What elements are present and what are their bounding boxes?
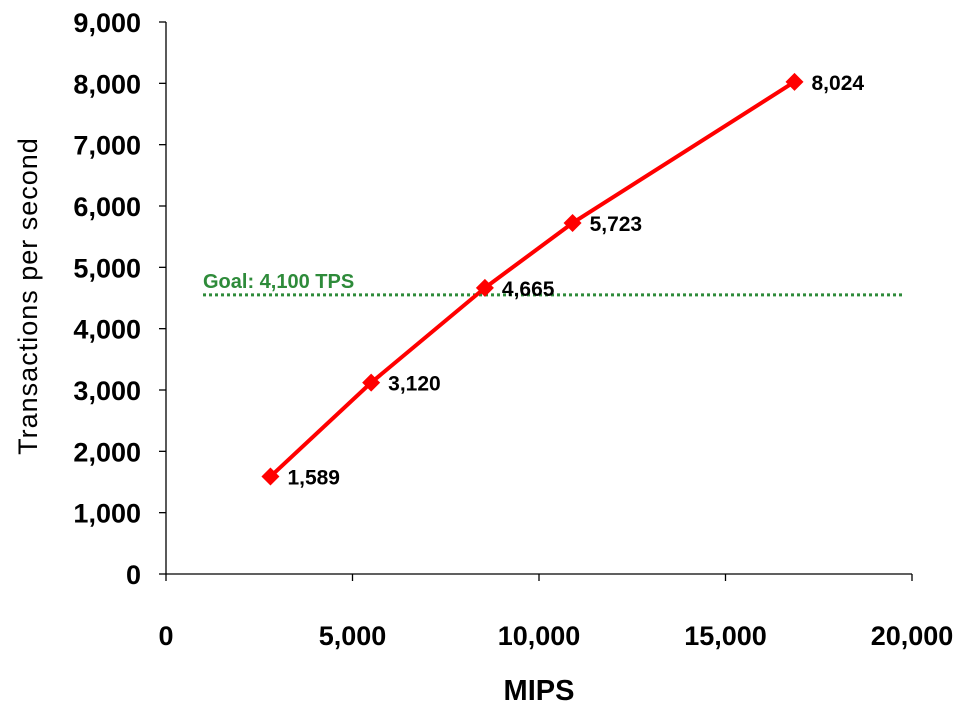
x-tick-label: 15,000 bbox=[684, 621, 767, 651]
y-tick-label: 1,000 bbox=[73, 499, 141, 529]
data-label: 5,723 bbox=[590, 213, 643, 236]
data-label: 8,024 bbox=[812, 72, 865, 95]
y-tick-label: 9,000 bbox=[73, 8, 141, 38]
x-ticks: 0 5,000 10,000 15,000 20,000 bbox=[158, 574, 953, 651]
y-tick-label: 8,000 bbox=[73, 69, 141, 99]
goal-label: Goal: 4,100 TPS bbox=[203, 271, 354, 293]
y-tick-label: 0 bbox=[126, 560, 141, 590]
data-label: 1,589 bbox=[287, 467, 340, 490]
data-point-marker bbox=[362, 373, 381, 392]
goal-line-group: Goal: 4,100 TPS bbox=[203, 271, 905, 297]
data-point-marker bbox=[563, 213, 582, 232]
x-tick-label: 20,000 bbox=[871, 621, 954, 651]
y-ticks: 0 1,000 2,000 3,000 4,000 5,000 6,000 7,000 8,00… bbox=[73, 8, 166, 590]
data-label: 3,120 bbox=[388, 373, 441, 396]
data-label: 4,665 bbox=[502, 278, 555, 301]
y-axis-title: Transactions per second bbox=[13, 137, 43, 455]
data-point-marker bbox=[261, 467, 280, 486]
y-tick-label: 7,000 bbox=[73, 131, 141, 161]
y-tick-label: 4,000 bbox=[73, 315, 141, 345]
series-group: 1,589 3,120 4,665 5,723 8,024 bbox=[261, 72, 864, 490]
y-tick-label: 2,000 bbox=[73, 437, 141, 467]
y-tick-label: 6,000 bbox=[73, 192, 141, 222]
data-point-marker bbox=[475, 278, 494, 297]
data-point-marker bbox=[785, 72, 804, 91]
x-tick-label: 10,000 bbox=[498, 621, 581, 651]
y-tick-label: 5,000 bbox=[73, 253, 141, 283]
y-tick-label: 3,000 bbox=[73, 376, 141, 406]
x-tick-label: 5,000 bbox=[319, 621, 387, 651]
x-axis-title: MIPS bbox=[504, 675, 575, 707]
x-tick-label: 0 bbox=[158, 621, 173, 651]
